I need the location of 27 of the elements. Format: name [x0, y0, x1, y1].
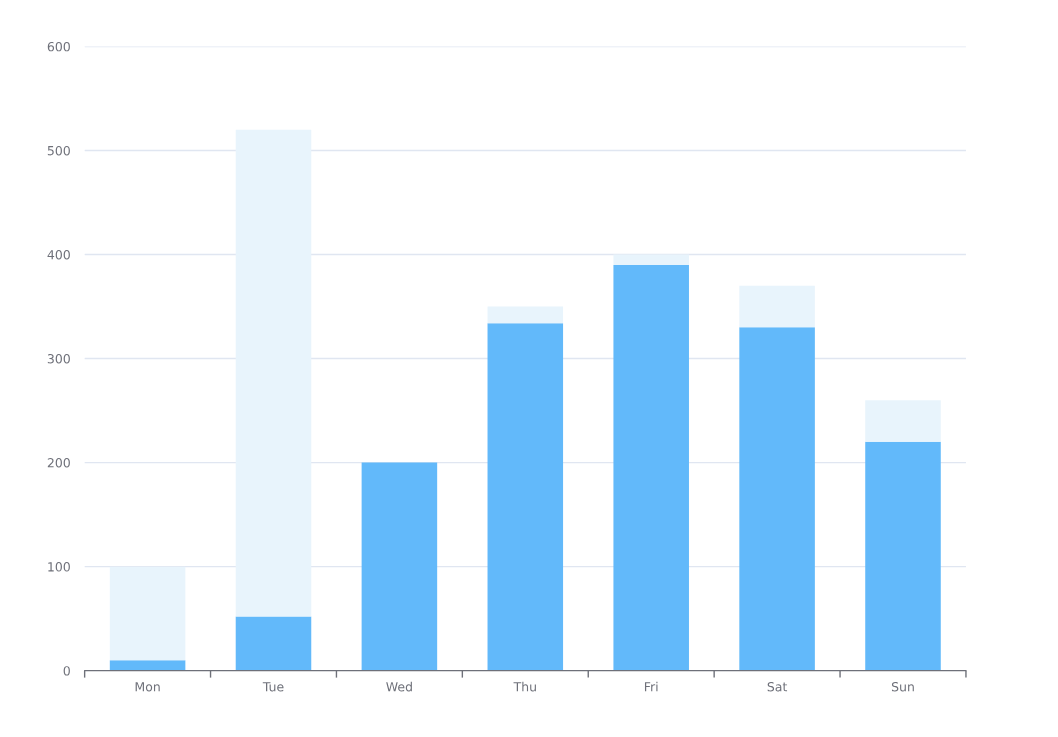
x-tick-label: Sat [767, 682, 788, 692]
y-tick-label: 300 [47, 354, 70, 364]
bar [865, 400, 941, 442]
bar [235, 129, 312, 617]
y-tick-label: 600 [47, 41, 70, 52]
x-tick-label: Tue [262, 682, 284, 692]
y-tick-label: 400 [47, 249, 70, 260]
x-tick-label: Wed [386, 681, 412, 692]
bar [487, 323, 564, 671]
x-tick-label: Fri [644, 681, 658, 692]
bar [865, 441, 941, 671]
x-tick-label: Sun [891, 682, 914, 692]
bar [487, 306, 564, 324]
bar [109, 566, 186, 661]
bar [109, 660, 186, 671]
bar [361, 462, 438, 671]
y-tick-label: 0 [63, 666, 70, 676]
bar [739, 285, 815, 328]
bar [613, 254, 689, 265]
bar [739, 327, 815, 671]
y-tick-label: 500 [47, 145, 70, 156]
bar [235, 616, 312, 671]
y-tick-label: 100 [48, 562, 70, 572]
x-tick-label: Mon [135, 682, 160, 692]
bar [613, 264, 689, 671]
y-tick-label: 200 [47, 458, 70, 468]
x-tick-label: Thu [513, 681, 536, 692]
